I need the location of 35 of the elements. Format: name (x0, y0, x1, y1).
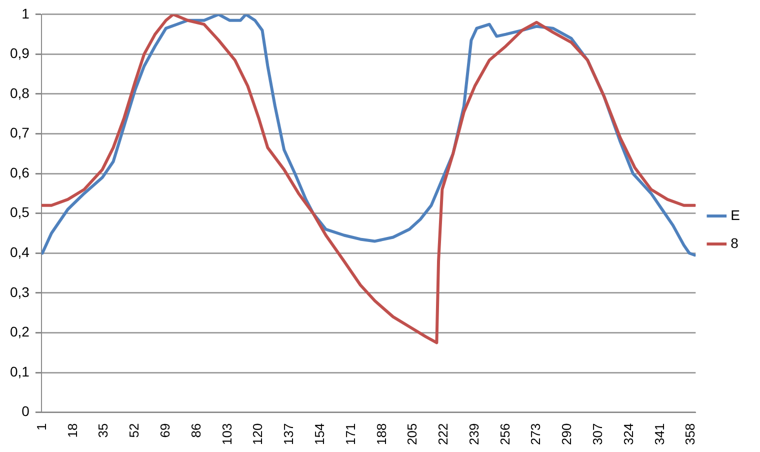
x-tick-label: 120 (250, 423, 266, 446)
x-tick-label: 273 (528, 423, 544, 446)
y-tick-label: 0,4 (10, 244, 30, 260)
x-tick-label: 358 (682, 423, 698, 446)
x-tick-label: 205 (404, 423, 420, 446)
legend-label: 8 (730, 234, 739, 251)
y-tick-label: 0,1 (10, 363, 30, 380)
x-tick-label: 86 (188, 423, 204, 438)
x-tick-label: 188 (374, 423, 389, 446)
y-tick-label: 0,6 (10, 164, 30, 180)
x-tick-label: 103 (219, 423, 234, 446)
x-tick-label: 137 (281, 423, 296, 446)
x-tick-label: 1 (34, 423, 49, 431)
y-tick-label: 0,7 (10, 124, 30, 141)
x-tick-label: 154 (312, 423, 327, 446)
legend-label: E (730, 206, 740, 223)
x-tick-label: 35 (96, 423, 111, 438)
x-tick-label: 290 (559, 423, 574, 446)
y-tick-label: 0,9 (10, 45, 30, 62)
y-tick-label: 0,5 (10, 204, 30, 220)
x-tick-label: 307 (590, 423, 606, 446)
y-tick-label: 0,2 (10, 324, 30, 340)
y-tick-label: 0,3 (10, 284, 30, 300)
x-tick-label: 239 (466, 423, 482, 446)
y-tick-label: 0,8 (10, 84, 30, 101)
y-tick-label: 1 (22, 5, 30, 22)
x-tick-label: 171 (342, 423, 358, 446)
x-tick-label: 222 (436, 423, 451, 446)
x-tick-label: 52 (126, 423, 142, 438)
x-tick-label: 18 (64, 423, 80, 438)
x-tick-label: 341 (652, 423, 667, 446)
y-tick-label: 0 (22, 403, 30, 420)
x-tick-label: 256 (497, 423, 512, 446)
x-tick-label: 69 (158, 423, 173, 438)
x-tick-label: 324 (620, 423, 636, 446)
